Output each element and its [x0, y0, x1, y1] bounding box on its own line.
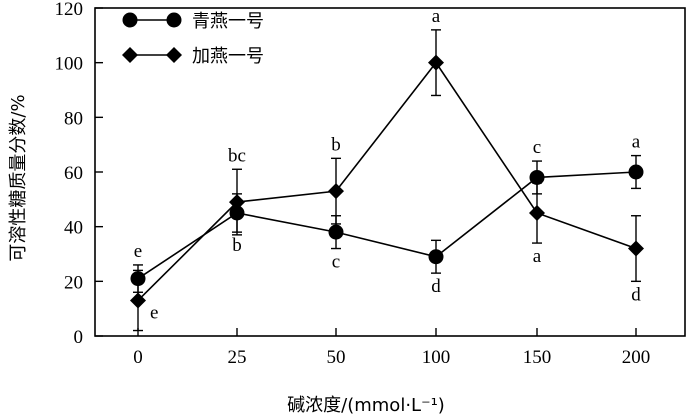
y-tick-label: 120: [55, 0, 84, 20]
x-tick-label: 100: [422, 347, 451, 368]
legend-label: 青燕一号: [192, 11, 264, 32]
significance-label: e: [134, 241, 142, 262]
legend-marker: [166, 12, 182, 28]
y-axis-label: 可溶性糖质量分数/%: [8, 94, 29, 261]
data-point: [428, 249, 444, 265]
x-tick-label: 200: [622, 347, 651, 368]
significance-label: c: [332, 252, 340, 273]
y-tick-label: 0: [74, 327, 84, 348]
legend-marker: [166, 47, 182, 63]
y-tick-label: 20: [64, 272, 83, 293]
significance-label: e: [150, 302, 158, 323]
significance-label: b: [232, 235, 242, 256]
significance-label: d: [431, 276, 441, 297]
data-point: [529, 169, 545, 185]
data-point: [130, 292, 146, 309]
significance-label: a: [432, 6, 441, 27]
data-point: [628, 164, 644, 180]
y-tick-label: 80: [64, 108, 83, 129]
y-tick-label: 40: [64, 218, 83, 239]
significance-label: a: [632, 132, 641, 153]
y-tick-label: 60: [64, 163, 83, 184]
legend-item-1: 青燕一号: [122, 11, 264, 32]
significance-label: b: [331, 134, 341, 155]
data-point: [229, 194, 245, 211]
series-line: [137, 171, 637, 280]
x-tick-label: 25: [228, 347, 247, 368]
plot-frame: [94, 7, 686, 337]
data-point: [628, 240, 644, 257]
significance-label: bc: [228, 145, 246, 166]
legend-item-2: 加燕一号: [122, 46, 264, 67]
x-tick-label: 50: [327, 347, 346, 368]
x-axis-label: 碱浓度/(mmol·L⁻¹): [287, 395, 445, 416]
data-point: [328, 224, 344, 240]
axes: 0 20 40 60 80 100 120 0 25 50 100 150 200: [55, 0, 686, 368]
data-point: [428, 54, 444, 71]
data-point: [328, 183, 344, 200]
y-tick-label: 100: [55, 54, 84, 75]
legend-marker: [122, 12, 138, 28]
x-tick-label: 150: [523, 347, 552, 368]
legend-marker: [122, 47, 138, 63]
significance-label: d: [631, 284, 641, 305]
data-point: [529, 205, 545, 221]
significance-label: a: [533, 246, 542, 267]
legend-label: 加燕一号: [192, 46, 264, 67]
x-tick-label: 0: [133, 347, 143, 368]
series-line: [137, 61, 637, 302]
significance-label: c: [533, 137, 541, 158]
